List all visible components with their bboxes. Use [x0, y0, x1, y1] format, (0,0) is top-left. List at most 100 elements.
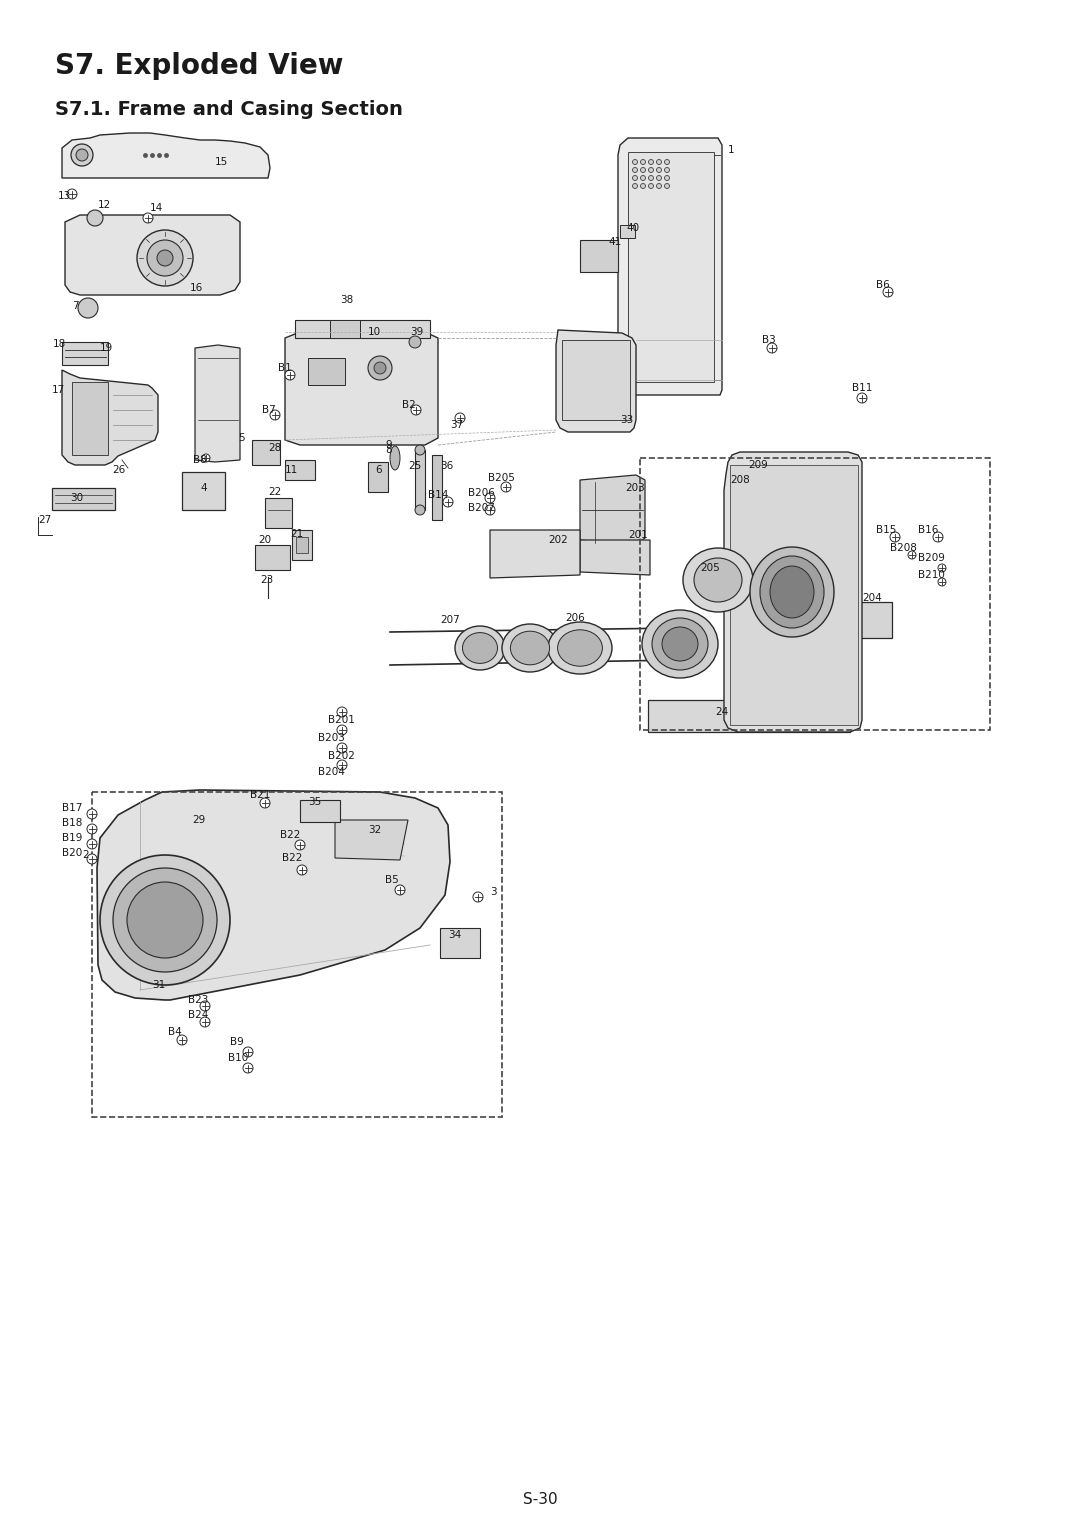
Text: B21: B21 [249, 790, 270, 801]
Ellipse shape [648, 183, 653, 188]
Polygon shape [252, 440, 280, 465]
Text: 19: 19 [100, 342, 113, 353]
Text: 6: 6 [375, 465, 381, 475]
Ellipse shape [462, 633, 498, 663]
Text: B9: B9 [230, 1038, 244, 1047]
Ellipse shape [640, 176, 646, 180]
Ellipse shape [78, 298, 98, 318]
Ellipse shape [664, 183, 670, 188]
Circle shape [87, 808, 97, 819]
Text: 23: 23 [260, 575, 273, 585]
Ellipse shape [76, 150, 87, 160]
Text: B202: B202 [328, 750, 355, 761]
Polygon shape [295, 319, 430, 338]
Polygon shape [432, 455, 442, 520]
Polygon shape [580, 475, 645, 545]
Ellipse shape [657, 159, 662, 165]
Circle shape [297, 865, 307, 876]
Ellipse shape [113, 868, 217, 972]
Ellipse shape [409, 336, 421, 348]
Text: B5: B5 [384, 876, 399, 885]
Circle shape [337, 707, 347, 717]
Circle shape [411, 405, 421, 416]
Polygon shape [62, 133, 270, 177]
Ellipse shape [157, 251, 173, 266]
Text: B207: B207 [468, 503, 495, 513]
Polygon shape [562, 341, 630, 420]
Polygon shape [335, 821, 408, 860]
Ellipse shape [633, 159, 637, 165]
Ellipse shape [633, 168, 637, 173]
Ellipse shape [633, 176, 637, 180]
Ellipse shape [664, 168, 670, 173]
Text: 10: 10 [368, 327, 381, 338]
Text: 31: 31 [152, 979, 165, 990]
Polygon shape [580, 539, 650, 575]
Text: 3: 3 [490, 886, 497, 897]
Text: 35: 35 [308, 798, 321, 807]
Polygon shape [62, 370, 158, 465]
Circle shape [883, 287, 893, 296]
Text: B19: B19 [62, 833, 82, 843]
Circle shape [200, 1018, 210, 1027]
Circle shape [87, 854, 97, 863]
Text: B206: B206 [468, 487, 495, 498]
Circle shape [485, 494, 495, 503]
Ellipse shape [368, 356, 392, 380]
Text: 27: 27 [38, 515, 51, 526]
Ellipse shape [657, 168, 662, 173]
Text: 37: 37 [450, 420, 463, 429]
Text: B6: B6 [876, 280, 890, 290]
Text: 17: 17 [52, 385, 65, 396]
Polygon shape [627, 151, 714, 382]
Polygon shape [724, 452, 862, 732]
Text: 18: 18 [53, 339, 66, 348]
Circle shape [455, 413, 465, 423]
Ellipse shape [71, 144, 93, 167]
Text: 208: 208 [730, 475, 750, 484]
Text: 20: 20 [258, 535, 271, 545]
Polygon shape [265, 498, 292, 529]
Text: 24: 24 [715, 707, 728, 717]
Text: 11: 11 [285, 465, 298, 475]
Ellipse shape [648, 176, 653, 180]
Text: 7: 7 [72, 301, 79, 312]
Ellipse shape [662, 626, 698, 662]
Polygon shape [415, 451, 426, 510]
Text: 16: 16 [190, 283, 203, 293]
Text: B23: B23 [188, 995, 208, 1005]
Text: 15: 15 [215, 157, 228, 167]
Ellipse shape [100, 856, 230, 986]
Ellipse shape [652, 617, 708, 669]
Circle shape [395, 885, 405, 895]
Circle shape [67, 189, 77, 199]
Text: 32: 32 [368, 825, 381, 834]
Text: 2: 2 [82, 850, 89, 860]
Ellipse shape [760, 556, 824, 628]
Circle shape [485, 504, 495, 515]
Circle shape [933, 532, 943, 542]
Text: B22: B22 [280, 830, 300, 840]
Polygon shape [368, 461, 388, 492]
Text: B204: B204 [318, 767, 345, 778]
Ellipse shape [648, 168, 653, 173]
Text: 201: 201 [627, 530, 648, 539]
Text: B203: B203 [318, 733, 345, 743]
Text: B3: B3 [762, 335, 775, 345]
Text: 25: 25 [408, 461, 421, 471]
Circle shape [177, 1034, 187, 1045]
Polygon shape [618, 138, 723, 396]
Ellipse shape [657, 176, 662, 180]
Text: B16: B16 [918, 526, 939, 535]
Circle shape [243, 1047, 253, 1057]
Circle shape [767, 342, 777, 353]
Ellipse shape [640, 168, 646, 173]
Text: 209: 209 [748, 460, 768, 471]
Text: B201: B201 [328, 715, 355, 724]
Circle shape [260, 798, 270, 808]
Ellipse shape [374, 362, 386, 374]
Ellipse shape [87, 209, 103, 226]
Text: B1: B1 [278, 364, 292, 373]
Text: B11: B11 [852, 384, 873, 393]
Text: 12: 12 [98, 200, 111, 209]
